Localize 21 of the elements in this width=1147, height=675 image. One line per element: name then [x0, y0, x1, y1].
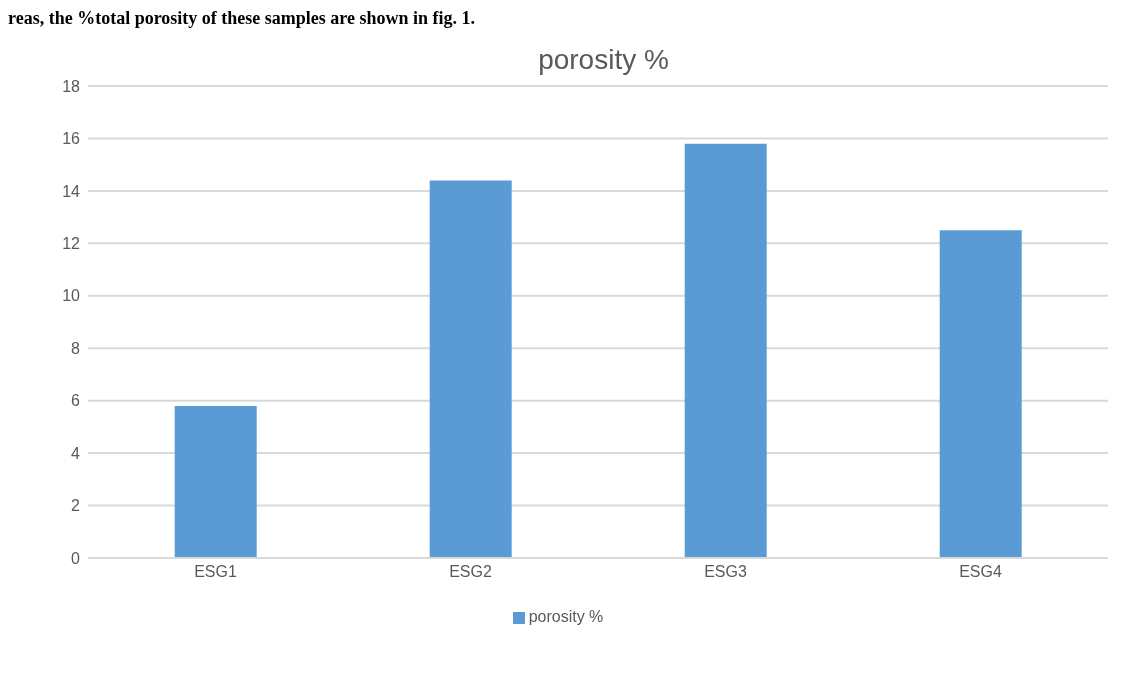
- bar: [684, 143, 767, 558]
- text: reas, the %total porosity of these samples are shown in fig. 1.: [8, 8, 476, 28]
- y-tick-label: 14: [62, 182, 81, 200]
- y-tick-label: 12: [62, 235, 81, 253]
- x-tick-label: ESG4: [959, 563, 1002, 581]
- y-tick-label: 2: [71, 497, 81, 515]
- x-tick-label: ESG1: [194, 563, 237, 581]
- y-tick-label: 16: [62, 130, 81, 148]
- bar: [429, 180, 512, 558]
- legend-label: porosity %: [528, 608, 604, 625]
- y-tick-label: 4: [71, 444, 81, 462]
- bar: [939, 230, 1022, 558]
- x-tick-label: ESG3: [704, 563, 747, 581]
- y-tick-label: 0: [71, 549, 81, 567]
- x-tick-label: ESG2: [449, 563, 492, 581]
- bar: [174, 405, 257, 558]
- y-tick-label: 18: [62, 77, 81, 95]
- chart-title: porosity %: [537, 44, 670, 76]
- y-tick-label: 10: [62, 287, 81, 305]
- y-tick-label: 6: [71, 392, 81, 410]
- y-tick-label: 8: [71, 339, 81, 357]
